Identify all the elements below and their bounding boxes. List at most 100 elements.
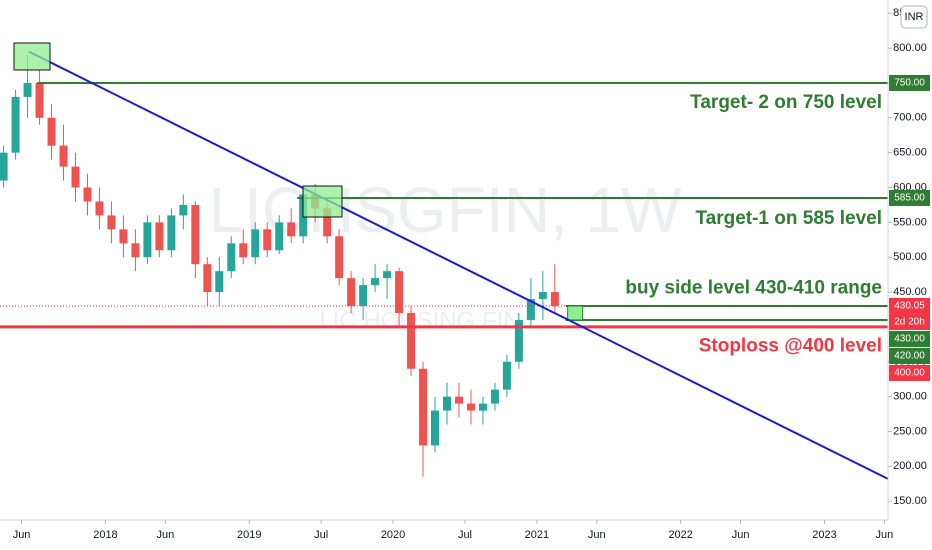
annotation: Target- 2 on 750 level [690, 92, 882, 113]
price-label: 420.00 [889, 347, 930, 364]
x-tick-label: 2023 [812, 529, 836, 541]
price-label-bg [889, 347, 930, 364]
candle-body [95, 201, 104, 216]
candle-body [167, 215, 176, 251]
price-label-bg [889, 364, 930, 381]
annotation: Target-1 on 585 level [695, 208, 882, 229]
annotation: Stoploss @400 level [699, 335, 882, 356]
last-price-label-text: 430.05 [894, 301, 925, 312]
candle-body [431, 410, 440, 446]
x-tick-label: 2020 [381, 529, 405, 541]
y-tick-label: 250.00 [893, 425, 927, 437]
highlight-box [13, 42, 51, 71]
candle-body [203, 264, 212, 293]
candle-body [526, 299, 535, 320]
candle-body [239, 243, 248, 258]
candle-body [442, 396, 451, 411]
candle-body [514, 319, 523, 362]
price-label: 585.00 [889, 189, 930, 206]
candle-body [359, 285, 368, 307]
buy-zone [567, 305, 584, 321]
y-tick-label: 150.00 [893, 495, 927, 507]
candle-body [47, 117, 56, 146]
x-tick-label: Jul [458, 529, 472, 541]
candle-body [287, 222, 296, 237]
candle-body [490, 389, 499, 404]
candle-body [155, 222, 164, 251]
candle-body [347, 278, 356, 307]
candle-body [131, 243, 140, 258]
candle-body [35, 82, 44, 118]
candle-body [143, 222, 152, 258]
candle-body [191, 204, 200, 265]
candle-body [83, 187, 92, 202]
y-tick-label: 700.00 [893, 112, 927, 124]
y-tick-label: 650.00 [893, 147, 927, 159]
x-tick-label: 2021 [525, 529, 549, 541]
y-tick-label: 800.00 [893, 42, 927, 54]
candle-body [335, 236, 344, 279]
candle-body [23, 82, 32, 97]
candle-body [107, 215, 116, 230]
x-tick-label: Jun [157, 529, 175, 541]
price-label-text: 400.00 [894, 368, 925, 379]
y-tick-label: 200.00 [893, 460, 927, 472]
candle-body [383, 271, 392, 279]
candle-body [454, 396, 463, 404]
currency-badge[interactable] [900, 5, 928, 29]
last-price-label-bg [889, 297, 930, 314]
price-label-text: 750.00 [894, 78, 925, 89]
price-label-text: 430.00 [894, 334, 925, 345]
candle-body [550, 292, 559, 307]
annotation: buy side level 430-410 range [625, 278, 882, 299]
x-tick-label: Jun [13, 529, 31, 541]
candle-body [227, 243, 236, 272]
price-label-bg [889, 189, 930, 206]
y-tick-label: 550.00 [893, 216, 927, 228]
candle-body [419, 368, 428, 446]
x-tick-label: Jun [588, 529, 606, 541]
x-tick-label: 2022 [668, 529, 692, 541]
x-tick-label: 2019 [237, 529, 261, 541]
price-label: 750.00 [889, 74, 930, 91]
y-tick-label: 500.00 [893, 251, 927, 263]
trendline [28, 50, 889, 480]
candle-body [59, 145, 68, 167]
candle-body [11, 96, 20, 153]
candle-body [323, 208, 332, 237]
candle-body [179, 204, 188, 216]
candle-body [251, 229, 260, 258]
price-label-bg [889, 74, 930, 91]
plot: Target- 2 on 750 level Target-1 on 585 le… [0, 50, 889, 480]
candle-body [478, 403, 487, 411]
y-tick-label: 300.00 [893, 391, 927, 403]
candle-body [371, 278, 380, 286]
price-label-text: 585.00 [894, 193, 925, 204]
price-label-text: 420.00 [894, 351, 925, 362]
highlight-box [302, 185, 343, 218]
candle-body [466, 403, 475, 411]
candle-body [407, 312, 416, 369]
candle-body [502, 361, 511, 390]
price-label-bg [889, 330, 930, 347]
currency: INR [905, 11, 924, 23]
watermark-sub: LIC HOUSING FIN [319, 307, 520, 334]
countdown-bg [889, 313, 930, 330]
candle-body [215, 271, 224, 293]
x-tick-label: Jun [876, 529, 894, 541]
candle-body [538, 292, 547, 300]
x-tick-label: Jun [732, 529, 750, 541]
candle-body [0, 152, 8, 181]
candle-body [395, 271, 404, 313]
countdown: 2d 20h [894, 317, 925, 328]
candle-body [71, 166, 80, 188]
price-label: 400.00 [889, 364, 930, 381]
y-tick-label: 450.00 [893, 286, 927, 298]
last-price-label: 430.05 [889, 297, 930, 314]
candle-body [119, 229, 128, 244]
x-tick-label: 2018 [93, 529, 117, 541]
axes: 150.00200.00250.00300.00350.00400.00450.… [13, 7, 930, 541]
candle-body [263, 229, 272, 251]
